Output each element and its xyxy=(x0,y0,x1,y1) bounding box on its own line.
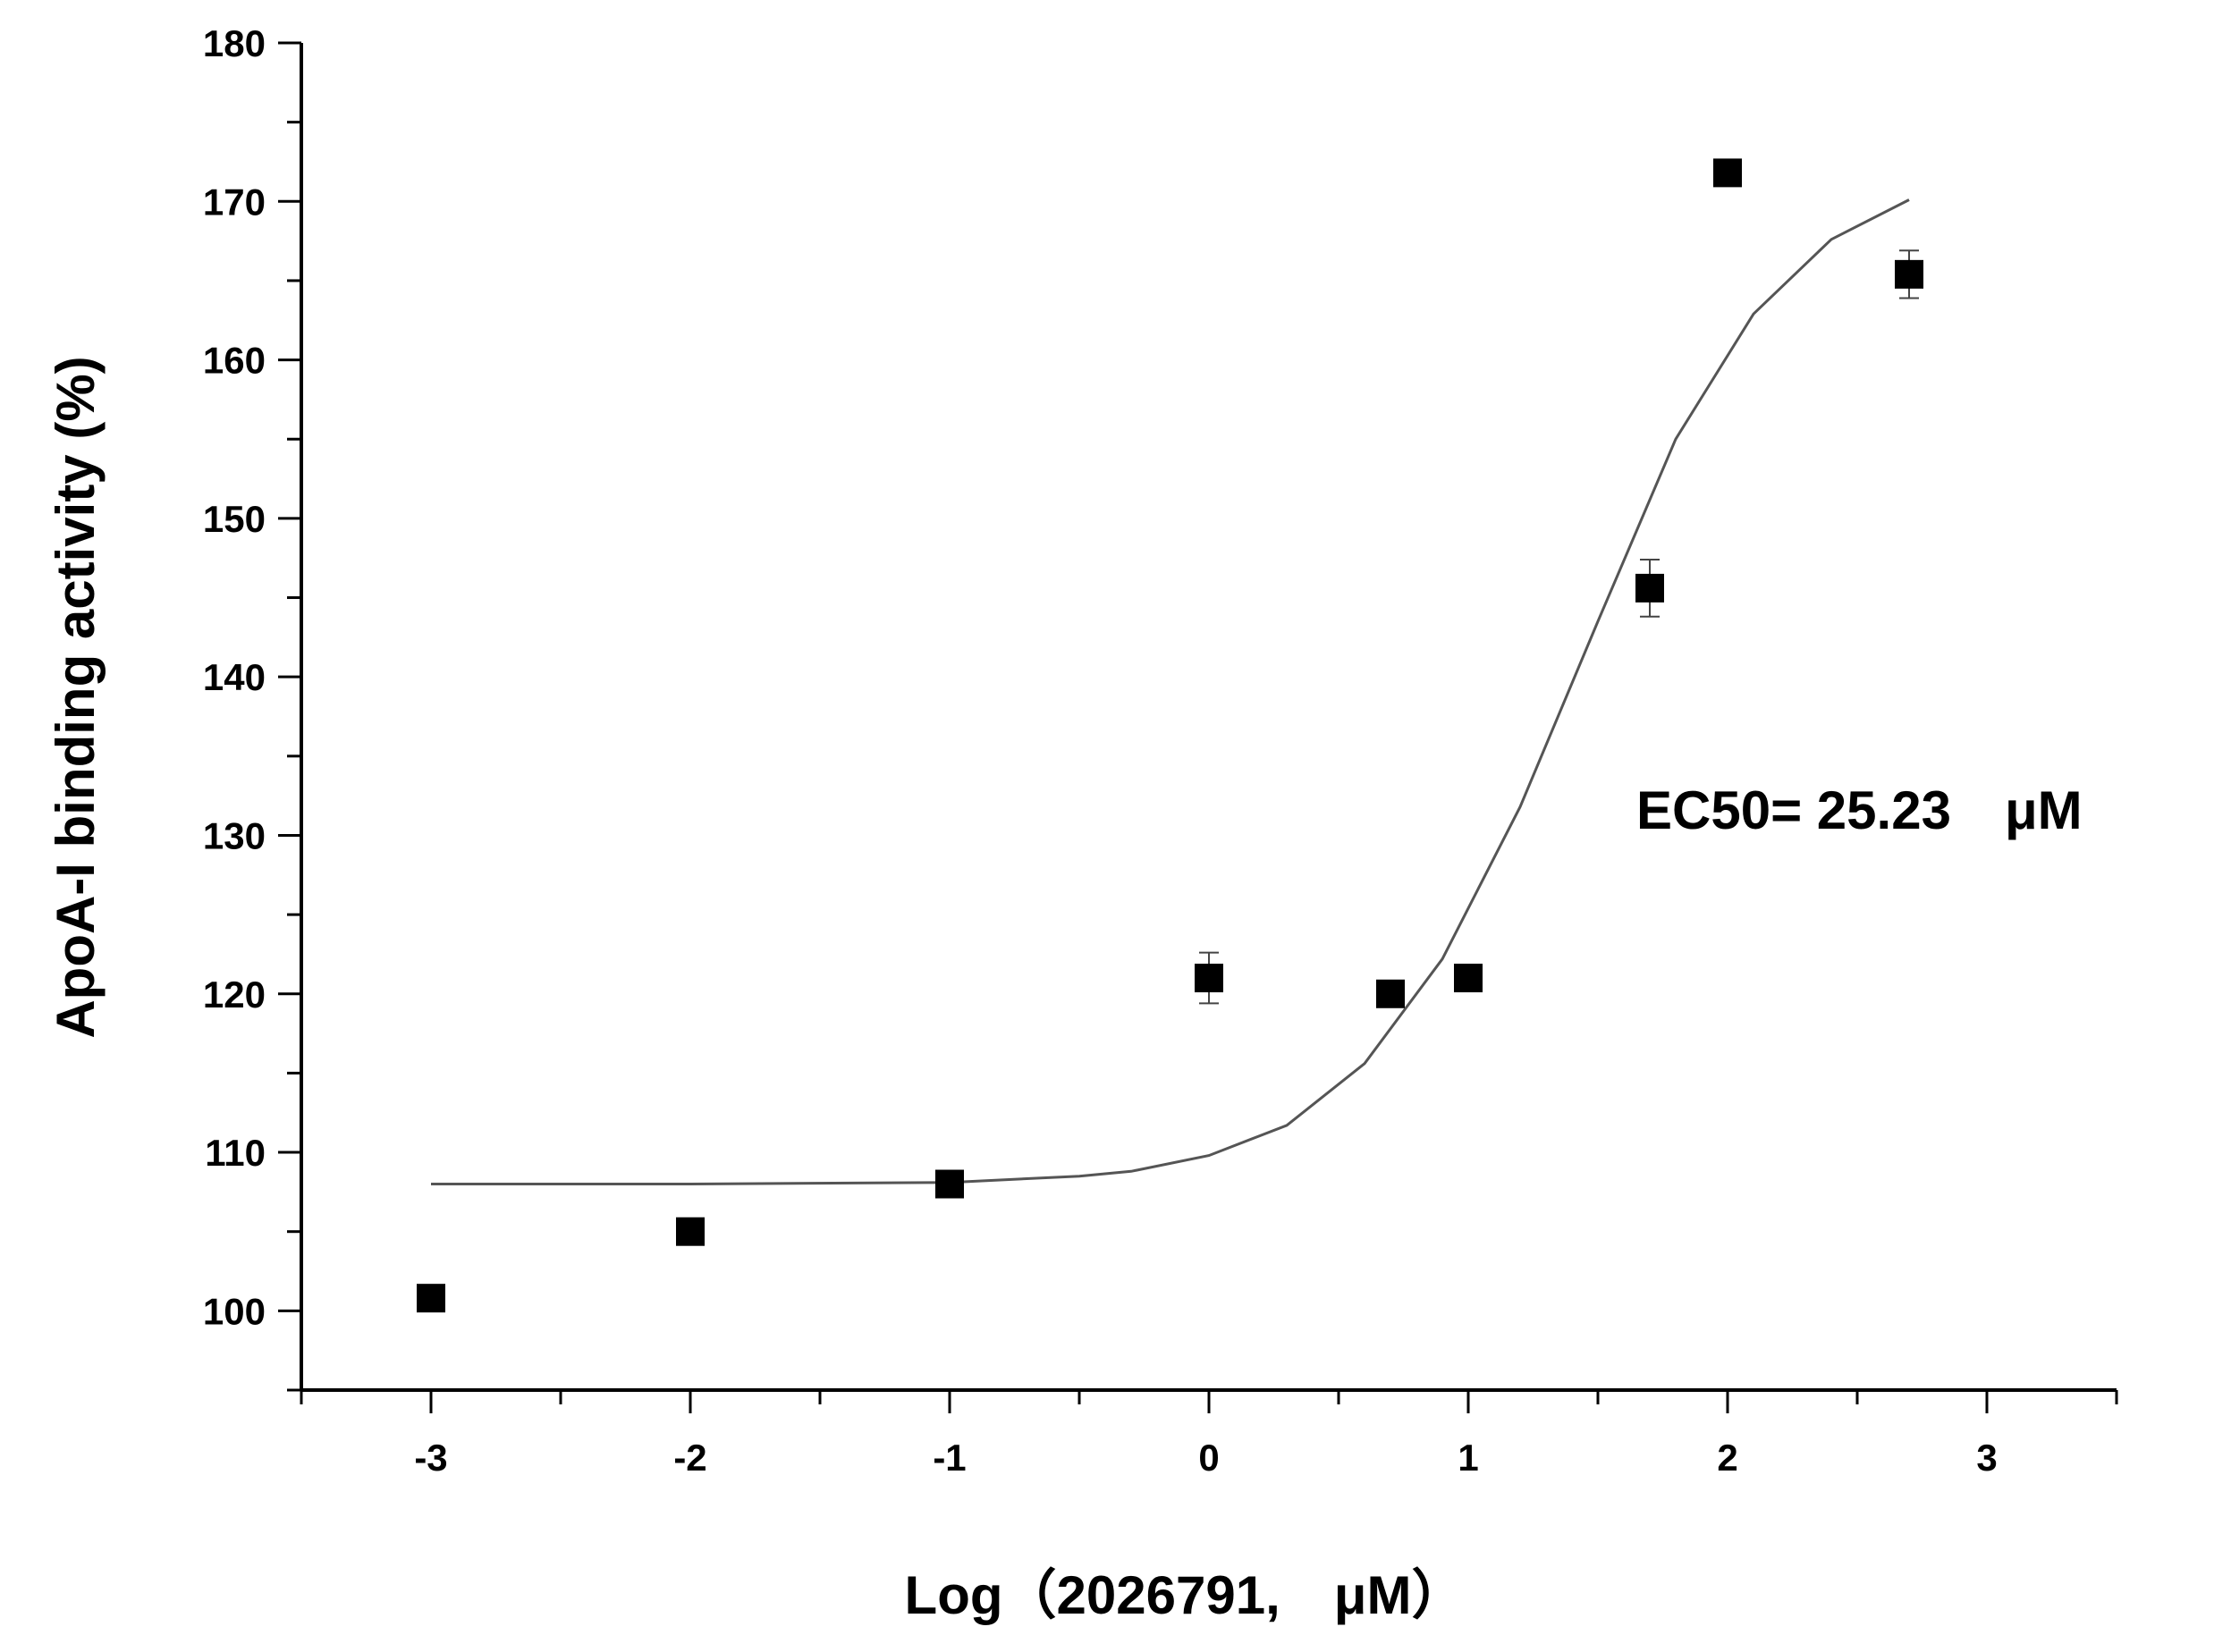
y-tick-label: 180 xyxy=(203,22,266,64)
data-point xyxy=(417,1284,445,1313)
x-tick-label: -2 xyxy=(673,1437,706,1479)
data-point xyxy=(1713,158,1742,188)
y-tick-label: 170 xyxy=(203,181,266,223)
axes: -3 -2 -1 0 1 2 3 100 110 120 130 140 150 160 170 180 xyxy=(203,22,2118,1479)
data-point xyxy=(1454,964,1483,993)
data-point xyxy=(1635,573,1664,603)
x-tick-label: 2 xyxy=(1717,1437,1737,1479)
y-tick-label: 160 xyxy=(203,340,266,382)
x-axis-title: Log（2026791, μM） xyxy=(905,1565,1466,1625)
data-point xyxy=(1195,964,1223,993)
x-tick-label: 3 xyxy=(1976,1437,1997,1479)
x-tick-label: -3 xyxy=(414,1437,447,1479)
data-point xyxy=(1376,979,1405,1008)
x-tick-label: -1 xyxy=(933,1437,966,1479)
data-point xyxy=(935,1169,964,1199)
data-point xyxy=(1895,259,1923,289)
fit-curve-group xyxy=(431,198,1910,1185)
y-tick-label: 110 xyxy=(205,1132,266,1174)
data-points xyxy=(417,158,1923,1313)
data-point xyxy=(676,1217,705,1246)
y-axis-title: ApoA-I binding activity (%) xyxy=(46,356,106,1038)
y-tick-label: 140 xyxy=(203,656,266,698)
x-tick-label: 1 xyxy=(1458,1437,1478,1479)
y-tick-label: 120 xyxy=(203,974,266,1016)
fit-curve-line xyxy=(431,198,1910,1185)
y-tick-label: 150 xyxy=(203,498,266,540)
y-tick-label: 130 xyxy=(203,814,266,856)
y-tick-label: 100 xyxy=(203,1290,266,1332)
ec50-annotation: EC50= 25.23 μM xyxy=(1636,780,2083,840)
x-tick-label: 0 xyxy=(1198,1437,1219,1479)
